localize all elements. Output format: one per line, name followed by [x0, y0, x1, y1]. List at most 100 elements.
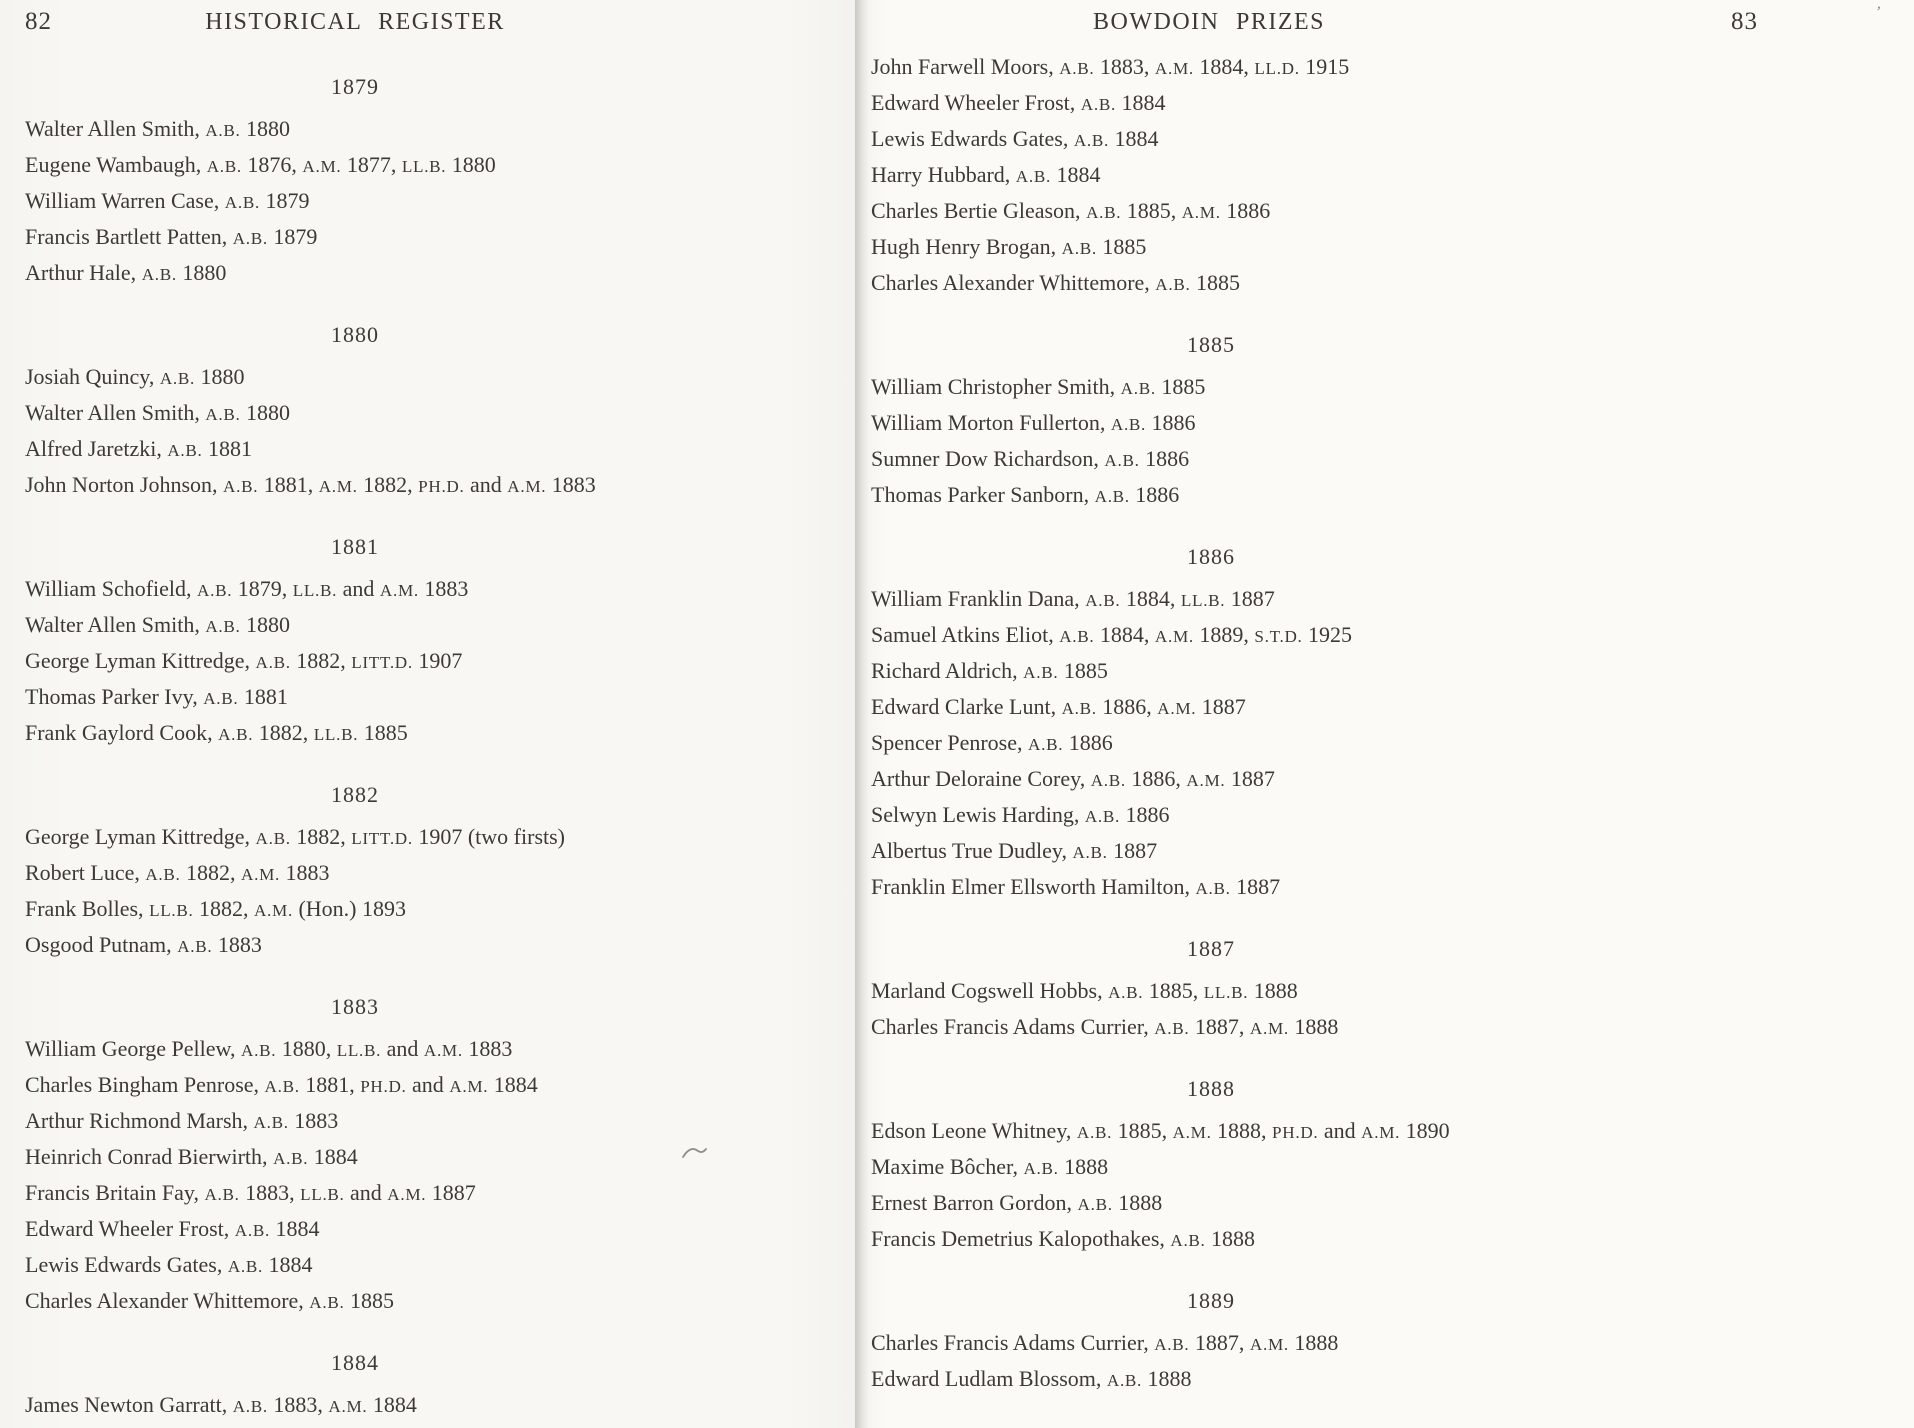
degree-abbrev: LL.B. [292, 581, 338, 600]
register-entry: Francis Britain Fay, A.B. 1883, LL.B. an… [25, 1180, 476, 1205]
degree-abbrev: A.B. [1059, 627, 1095, 646]
page-left: 82 HISTORICAL REGISTER 1879 Walter Allen … [0, 0, 855, 1428]
degree-abbrev: A.M. [387, 1185, 427, 1204]
degree-abbrev: A.B. [264, 1077, 300, 1096]
degree-abbrev: LITT.D. [351, 653, 413, 672]
degree-abbrev: A.B. [241, 1041, 277, 1060]
entry-list: George Lyman Kittredge, A.B. 1882, LITT.… [25, 820, 685, 964]
register-entry: Eugene Wambaugh, A.B. 1876, A.M. 1877, L… [25, 152, 496, 177]
register-entry: Frank Bolles, LL.B. 1882, A.M. (Hon.) 18… [25, 896, 406, 921]
register-entry: Arthur Hale, A.B. 1880 [25, 260, 227, 285]
degree-abbrev: A.B. [203, 689, 239, 708]
register-entry: Walter Allen Smith, A.B. 1880 [25, 612, 290, 637]
degree-abbrev: A.B. [1094, 487, 1130, 506]
year-heading: 1883 [331, 994, 379, 1019]
entry-list: William Franklin Dana, A.B. 1884, LL.B. … [871, 582, 1551, 906]
register-entry: William Morton Fullerton, A.B. 1886 [871, 410, 1196, 435]
degree-abbrev: A.B. [204, 1185, 240, 1204]
degree-abbrev: A.B. [232, 1397, 268, 1416]
register-entry: Arthur Richmond Marsh, A.B. 1883 [25, 1108, 339, 1133]
degree-abbrev: A.B. [205, 405, 241, 424]
year-heading: 1881 [331, 534, 379, 559]
degree-abbrev: A.M. [1157, 699, 1197, 718]
degree-abbrev: PH.D. [1272, 1123, 1319, 1142]
register-entry: Maxime Bôcher, A.B. 1888 [871, 1154, 1109, 1179]
year-heading: 1886 [1187, 544, 1235, 569]
degree-abbrev: A.B. [255, 653, 291, 672]
degree-abbrev: LL.B. [1203, 983, 1249, 1002]
degree-abbrev: A.B. [1059, 59, 1095, 78]
degree-abbrev: LL.B. [149, 901, 194, 920]
degree-abbrev: A.B. [1061, 239, 1097, 258]
entry-list: Josiah Quincy, A.B. 1880 Walter Allen Smi… [25, 360, 685, 504]
entry-list: William Christopher Smith, A.B. 1885 Will… [871, 370, 1551, 514]
degree-abbrev: A.B. [167, 441, 203, 460]
register-entry: Osgood Putnam, A.B. 1883 [25, 932, 262, 957]
degree-abbrev: A.B. [206, 157, 242, 176]
register-entry: Thomas Parker Sanborn, A.B. 1886 [871, 482, 1180, 507]
entry-list: Marland Cogswell Hobbs, A.B. 1885, LL.B.… [871, 974, 1551, 1046]
register-entry: Ernest Barron Gordon, A.B. 1888 [871, 1190, 1163, 1215]
register-entry: Edward Ludlam Blossom, A.B. 1888 [871, 1366, 1192, 1391]
degree-abbrev: A.B. [1170, 1231, 1206, 1250]
register-entry: Frank Gaylord Cook, A.B. 1882, LL.B. 188… [25, 720, 408, 745]
degree-abbrev: A.M. [1154, 59, 1194, 78]
degree-abbrev: A.B. [159, 369, 196, 388]
degree-abbrev: PH.D. [418, 477, 465, 496]
register-entry: Richard Aldrich, A.B. 1885 [871, 658, 1108, 683]
pen-mark [682, 1148, 707, 1158]
page-right: ’ BOWDOIN PRIZES 83 John Farwell Moors, … [855, 0, 1914, 1428]
degree-abbrev: A.B. [218, 725, 254, 744]
degree-abbrev: A.B. [1106, 1371, 1143, 1390]
degree-abbrev: A.M. [318, 477, 358, 496]
degree-abbrev: A.M. [241, 865, 280, 884]
register-entry: Sumner Dow Richardson, A.B. 1886 [871, 446, 1190, 471]
degree-abbrev: A.B. [205, 617, 241, 636]
entry-list: Edson Leone Whitney, A.B. 1885, A.M. 188… [871, 1114, 1551, 1258]
register-entry: Alfred Jaretzki, A.B. 1881 [25, 436, 252, 461]
degree-abbrev: S.T.D. [1254, 627, 1303, 646]
degree-abbrev: A.B. [273, 1149, 309, 1168]
register-entry: Charles Francis Adams Currier, A.B. 1887… [871, 1330, 1339, 1355]
entry-list: Walter Allen Smith, A.B. 1880 Eugene Wamb… [25, 112, 685, 292]
register-entry: George Lyman Kittredge, A.B. 1882, LITT.… [25, 824, 566, 849]
page-left-header: 82 HISTORICAL REGISTER [0, 0, 855, 44]
register-entry: Walter Allen Smith, A.B. 1880 [25, 116, 290, 141]
register-entry: John Farwell Moors, A.B. 1883, A.M. 1884… [871, 54, 1350, 79]
register-entry: Marland Cogswell Hobbs, A.B. 1885, LL.B.… [871, 978, 1298, 1003]
degree-abbrev: A.B. [1015, 167, 1051, 186]
page-right-header: BOWDOIN PRIZES 83 [855, 0, 1914, 44]
register-entry: Thomas Parker Ivy, A.B. 1881 [25, 684, 288, 709]
register-entry: William Franklin Dana, A.B. 1884, LL.B. … [871, 586, 1275, 611]
degree-abbrev: A.B. [1023, 1159, 1059, 1178]
degree-abbrev: LL.B. [401, 157, 447, 176]
degree-abbrev: A.B. [177, 937, 213, 956]
degree-abbrev: A.B. [1076, 1123, 1113, 1142]
degree-abbrev: A.M. [449, 1077, 489, 1096]
degree-abbrev: PH.D. [360, 1077, 407, 1096]
degree-abbrev: A.M. [328, 1397, 368, 1416]
year-heading: 1879 [331, 74, 379, 99]
degree-abbrev: A.B. [1154, 1019, 1190, 1038]
year-heading: 1888 [1187, 1076, 1235, 1101]
degree-abbrev: LL.D. [1254, 59, 1300, 78]
degree-abbrev: A.B. [309, 1293, 345, 1312]
register-entry: Albertus True Dudley, A.B. 1887 [871, 838, 1158, 863]
degree-abbrev: A.B. [197, 581, 233, 600]
register-entry: Franklin Elmer Ellsworth Hamilton, A.B. … [871, 874, 1281, 899]
register-entry: Josiah Quincy, A.B. 1880 [25, 364, 245, 389]
register-entry: Edson Leone Whitney, A.B. 1885, A.M. 188… [871, 1118, 1450, 1143]
year-heading: 1885 [1187, 332, 1235, 357]
register-entry: Samuel Atkins Eliot, A.B. 1884, A.M. 188… [871, 622, 1352, 647]
register-entry: James Newton Garratt, A.B. 1883, A.M. 18… [25, 1392, 417, 1417]
degree-abbrev: A.B. [1110, 415, 1147, 434]
degree-abbrev: A.M. [1181, 203, 1221, 222]
entry-list: James Newton Garratt, A.B. 1883, A.M. 18… [25, 1388, 685, 1424]
page-number-right: 83 [1731, 8, 1758, 35]
year-heading: 1884 [331, 1350, 379, 1375]
running-title-right: BOWDOIN PRIZES [1093, 9, 1325, 35]
year-heading: 1882 [331, 782, 379, 807]
degree-abbrev: A.B. [1073, 131, 1110, 150]
register-entry: William Warren Case, A.B. 1879 [25, 188, 310, 213]
